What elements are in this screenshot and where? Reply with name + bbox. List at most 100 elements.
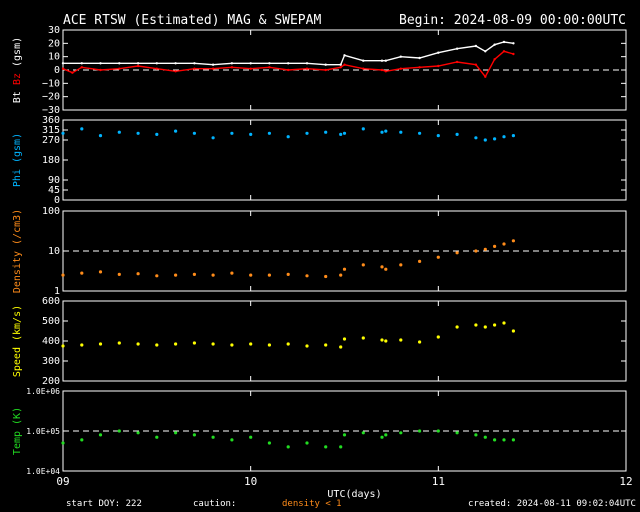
- data-point-speed: [80, 343, 84, 347]
- data-point-phi: [474, 136, 478, 140]
- data-point-speed: [305, 344, 309, 348]
- data-point-speed: [155, 343, 159, 347]
- data-point-speed: [249, 342, 253, 346]
- y-tick-label: 1: [54, 286, 60, 297]
- data-point-speed: [493, 323, 497, 327]
- data-point-bz: [474, 63, 478, 66]
- y-axis-label-phi: Phi (gsm): [12, 133, 23, 187]
- data-point-temp: [384, 433, 388, 437]
- data-point-speed: [380, 338, 384, 342]
- start-doy-label: start DOY: 222: [66, 499, 142, 509]
- data-point-bz: [118, 67, 121, 70]
- data-point-speed: [230, 343, 234, 347]
- data-point-density: [474, 249, 478, 253]
- data-point-temp: [61, 441, 65, 445]
- data-point-temp: [436, 429, 440, 433]
- data-point-temp: [418, 429, 422, 433]
- data-point-temp: [80, 438, 84, 442]
- data-point-bt: [155, 62, 158, 65]
- data-point-temp: [174, 431, 178, 435]
- data-point-bz: [249, 67, 252, 70]
- data-point-temp: [502, 438, 506, 442]
- density-caution-note: density < 1: [282, 499, 342, 509]
- data-point-bt: [136, 62, 140, 65]
- data-point-bz: [380, 68, 384, 72]
- data-point-density: [192, 272, 196, 276]
- y-tick-label: 100: [42, 206, 60, 217]
- data-point-bt: [502, 40, 506, 44]
- x-tick-label: 10: [244, 475, 257, 488]
- data-point-speed: [136, 342, 140, 346]
- y-tick-label: 300: [42, 356, 60, 367]
- y-tick-label: 0: [54, 195, 60, 206]
- data-point-bz: [343, 63, 346, 66]
- data-point-temp: [267, 441, 271, 445]
- data-point-speed: [286, 342, 290, 346]
- y-tick-label: 1.0E+06: [26, 387, 60, 396]
- y-axis-label-density: Density (/cm3): [12, 209, 23, 293]
- data-point-density: [267, 273, 271, 277]
- data-point-bz: [484, 75, 487, 78]
- y-tick-label: −20: [42, 92, 60, 103]
- data-point-density: [436, 255, 440, 259]
- data-point-bz: [155, 67, 158, 70]
- data-point-density: [80, 271, 84, 275]
- data-point-density: [502, 242, 506, 246]
- data-point-temp: [155, 435, 159, 439]
- data-point-speed: [267, 343, 271, 347]
- data-point-bz: [493, 58, 496, 61]
- data-point-temp: [361, 431, 365, 435]
- data-point-density: [249, 273, 253, 277]
- data-point-bt: [343, 54, 346, 57]
- x-axis-title: UTC(days): [327, 489, 381, 500]
- data-point-phi: [230, 131, 234, 135]
- data-point-density: [418, 259, 422, 263]
- data-point-bt: [512, 42, 515, 45]
- data-point-temp: [305, 441, 309, 445]
- data-point-bt: [339, 63, 342, 66]
- data-point-bt: [399, 55, 402, 58]
- data-point-bz: [455, 60, 459, 64]
- y-axis-label-speed: Speed (km/s): [12, 305, 23, 377]
- y-tick-label: 200: [42, 376, 60, 387]
- data-point-bz: [384, 70, 387, 73]
- data-point-temp: [493, 438, 497, 442]
- data-point-density: [324, 274, 328, 279]
- data-point-bt: [418, 56, 421, 60]
- data-point-bz: [211, 67, 215, 70]
- data-point-bt: [380, 59, 384, 62]
- x-tick-label: 11: [432, 475, 445, 488]
- y-tick-label: 400: [42, 336, 60, 347]
- data-point-bt: [362, 59, 365, 62]
- data-point-phi: [192, 131, 196, 135]
- data-point-temp: [511, 438, 515, 442]
- data-point-phi: [455, 132, 459, 136]
- data-point-density: [483, 247, 487, 251]
- y-tick-label: 600: [42, 296, 60, 307]
- data-point-speed: [361, 336, 365, 340]
- data-point-speed: [511, 329, 515, 333]
- data-point-phi: [286, 135, 290, 139]
- y-tick-label: 360: [42, 115, 60, 126]
- data-point-temp: [230, 438, 234, 442]
- data-point-bz: [268, 66, 271, 69]
- data-point-speed: [455, 325, 459, 329]
- data-point-density: [384, 267, 388, 271]
- created-timestamp: created: 2024-08-11 09:02:04UTC: [468, 499, 636, 509]
- y-axis-label-mag: Bt Bz (gsm): [12, 37, 23, 103]
- y-tick-label: −10: [42, 78, 60, 89]
- data-point-phi: [483, 138, 487, 142]
- data-point-density: [339, 273, 343, 277]
- data-point-speed: [474, 323, 478, 327]
- data-point-phi: [339, 132, 343, 136]
- data-point-speed: [192, 341, 196, 345]
- y-tick-label: 315: [42, 125, 60, 136]
- y-axis-label-part: Bz: [12, 73, 23, 85]
- data-point-speed: [436, 335, 440, 339]
- data-point-phi: [436, 134, 440, 138]
- data-point-speed: [117, 341, 121, 345]
- data-point-temp: [286, 445, 290, 449]
- data-point-phi: [267, 131, 271, 135]
